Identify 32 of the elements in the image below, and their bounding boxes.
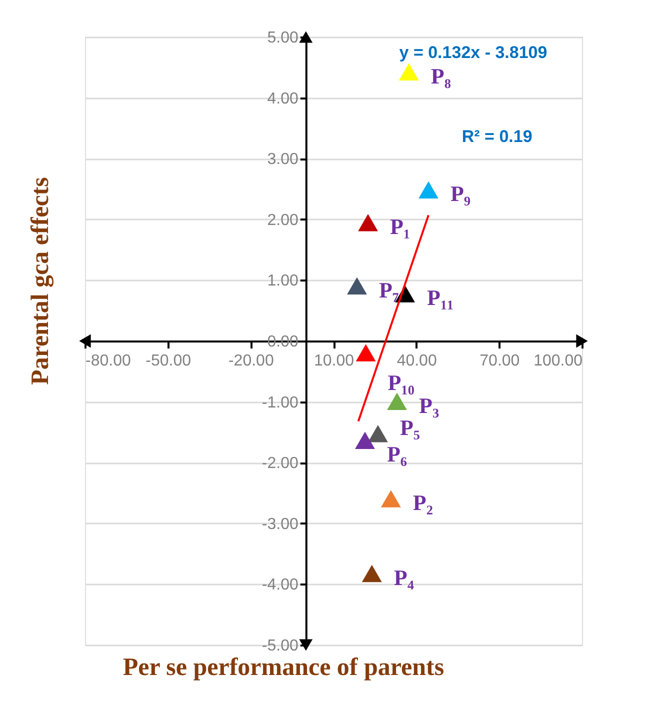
y-tick-label: 1.00 (267, 272, 298, 290)
series-label: P₉ (450, 181, 471, 206)
y-tick-label: 5.00 (267, 30, 298, 46)
y-tick-label: -1.00 (262, 394, 298, 412)
y-tick-label: 2.00 (267, 212, 298, 229)
x-tick-label: 10.00 (314, 352, 354, 370)
series-label: P₄ (394, 564, 414, 590)
y-tick-label: -4.00 (262, 576, 298, 594)
series-label: P₇ (378, 277, 400, 302)
series-label: P₅ (400, 415, 420, 440)
series-label: P₁₁ (427, 285, 454, 310)
y-axis-title: Parental gca effects (27, 176, 54, 385)
y-tick-label: -5.00 (262, 638, 298, 654)
y-tick-label: -2.00 (262, 455, 298, 472)
x-axis-title: Per se performance of parents (122, 654, 444, 681)
series-label: P₁₀ (388, 370, 415, 396)
y-tick-label: 4.00 (267, 90, 298, 108)
series-label: P₁ (390, 214, 410, 240)
y-tick-label: 3.00 (267, 151, 298, 168)
series-label: P₈ (430, 63, 452, 88)
series-label: P₆ (386, 442, 408, 467)
x-tick-label: 40.00 (396, 352, 437, 370)
annotation: R² = 0.19 (462, 127, 532, 146)
x-tick-label: -20.00 (228, 352, 274, 370)
y-tick-label: -3.00 (262, 516, 298, 533)
x-tick-label: -80.00 (86, 352, 131, 370)
series-label: P₃ (419, 392, 440, 418)
series-label: P₂ (412, 490, 434, 516)
x-tick-label: -50.00 (146, 352, 192, 370)
annotation: y = 0.132x - 3.8109 (399, 43, 548, 62)
x-tick-label: 70.00 (480, 352, 520, 370)
x-tick-label: 100.00 (534, 352, 583, 370)
